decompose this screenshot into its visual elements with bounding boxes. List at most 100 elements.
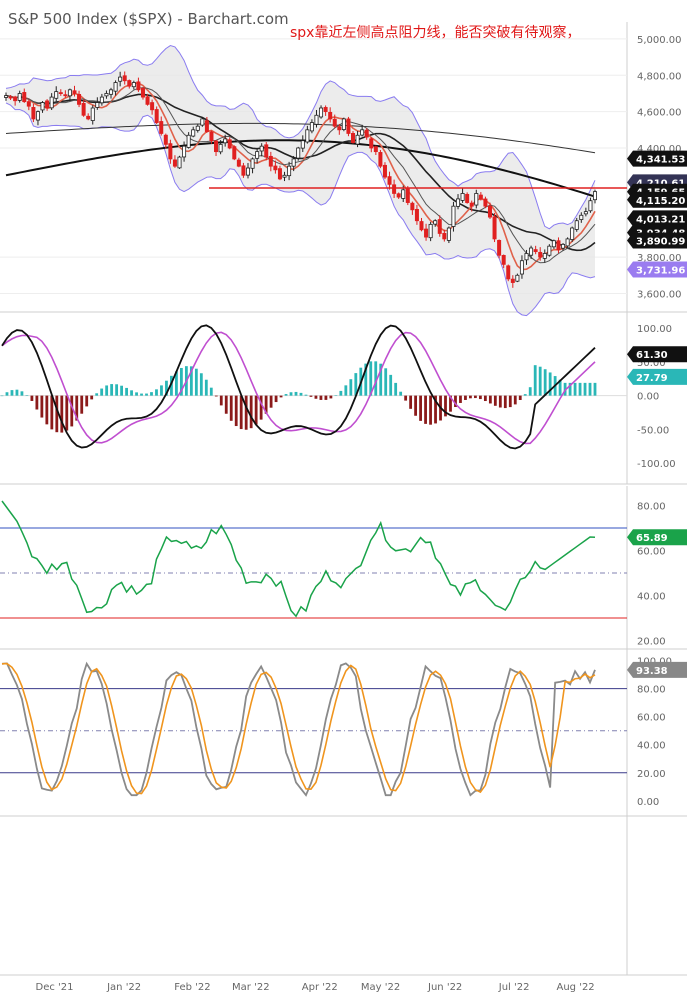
candle-body: [209, 131, 214, 142]
macd-histogram-bar: [244, 395, 248, 430]
macd-histogram-bar: [508, 395, 512, 408]
price-badge-shape: [627, 210, 687, 227]
candle-body: [355, 134, 360, 145]
candle-body: [109, 89, 114, 95]
candle-body: [99, 96, 104, 104]
macd-histogram-bar: [15, 389, 19, 396]
candle-body: [172, 159, 177, 167]
price-badge-label: 4,013.21: [636, 214, 685, 225]
candle-body: [86, 115, 91, 120]
candle-body: [309, 122, 314, 132]
candle-body: [565, 238, 570, 247]
rsi-tick-label: 20.00: [637, 637, 666, 648]
macd-histogram-bar: [279, 395, 283, 398]
candle-body: [588, 200, 593, 212]
macd-histogram-bar: [130, 390, 133, 396]
candle-body: [360, 129, 365, 136]
macd-badge-shape: [627, 368, 687, 385]
candle-body: [469, 202, 474, 207]
stoch-badge-shape: [627, 661, 687, 678]
stoch-d-line: [1, 662, 596, 795]
candle-body: [538, 251, 543, 258]
price-badge-shape: [627, 261, 687, 278]
macd-histogram-bar: [369, 361, 373, 396]
candle-body: [456, 198, 461, 207]
candle-body: [182, 145, 187, 158]
candle-body: [13, 96, 18, 102]
macd-histogram-bar: [409, 395, 413, 409]
candle-body: [506, 265, 511, 280]
candle-body: [460, 193, 465, 201]
candle-body: [551, 240, 556, 248]
macd-histogram-bar: [459, 395, 462, 403]
candle-body: [373, 146, 378, 153]
candle-body: [387, 176, 392, 185]
candle-body: [332, 118, 337, 127]
price-tick-label: 4,400.00: [637, 144, 682, 155]
candle-body: [478, 194, 483, 200]
macd-histogram-bar: [264, 395, 268, 414]
x-tick-label: Aug '22: [556, 982, 594, 993]
candle-body: [113, 82, 118, 92]
candle-body: [191, 129, 196, 137]
macd-histogram-bar: [478, 395, 482, 400]
macd-histogram-bar: [259, 395, 263, 420]
price-tick-label: 5,000.00: [637, 35, 682, 46]
candle-body: [35, 111, 40, 121]
candle-body: [95, 102, 100, 108]
candle-body: [419, 221, 424, 231]
macd-histogram-bar: [5, 392, 9, 396]
candle-body: [382, 164, 387, 178]
candle-body: [396, 193, 401, 198]
macd-histogram-bar: [160, 385, 163, 396]
macd-histogram-bar: [399, 391, 403, 396]
macd-histogram-bar: [548, 372, 552, 396]
macd-histogram-bar: [165, 380, 168, 396]
macd-histogram-bar: [65, 395, 69, 431]
macd-histogram-bar: [394, 382, 398, 396]
candle-body: [405, 187, 410, 203]
macd-histogram-bar: [294, 391, 298, 396]
candle-body: [282, 174, 287, 178]
macd-histogram-bar: [60, 395, 64, 433]
candle-body: [287, 165, 292, 177]
macd-histogram-bar: [593, 382, 597, 396]
macd-histogram-bar: [115, 384, 119, 396]
macd-histogram-bar: [518, 395, 522, 401]
macd-tick-label: 100.00: [637, 324, 672, 335]
candle-body: [414, 208, 419, 222]
macd-histogram-bar: [0, 395, 4, 397]
candle-body: [63, 94, 68, 97]
candle-body: [204, 120, 209, 133]
candle-body: [433, 220, 438, 225]
macd-histogram-bar: [498, 395, 502, 408]
candle-body: [561, 243, 566, 249]
macd-histogram-bar: [449, 395, 452, 412]
macd-histogram-bar: [55, 395, 59, 433]
macd-tick-label: 0.00: [637, 392, 659, 403]
macd-histogram-bar: [314, 395, 318, 399]
macd-histogram-bar: [339, 390, 343, 396]
macd-histogram-bar: [434, 395, 437, 424]
stoch-badge-label: 93.38: [636, 666, 668, 677]
macd-tick-label: -50.00: [637, 425, 669, 436]
macd-histogram-bar: [125, 387, 128, 396]
macd-histogram-bar: [249, 395, 253, 429]
macd-histogram-bar: [155, 389, 158, 396]
macd-histogram-bar: [424, 395, 427, 424]
macd-histogram-bar: [533, 365, 537, 396]
candle-body: [255, 151, 260, 159]
candle-body: [277, 168, 282, 180]
macd-histogram-bar: [379, 363, 383, 396]
candle-body: [150, 102, 155, 111]
candle-body: [40, 102, 45, 111]
candle-body: [127, 80, 132, 87]
macd-histogram-bar: [474, 395, 477, 399]
price-tick-label: 4,800.00: [637, 71, 682, 82]
candle-body: [579, 214, 584, 220]
candle-body: [351, 133, 356, 143]
ma-long-line: [5, 139, 596, 198]
candle-body: [195, 125, 200, 131]
macd-histogram-bar: [80, 395, 84, 414]
